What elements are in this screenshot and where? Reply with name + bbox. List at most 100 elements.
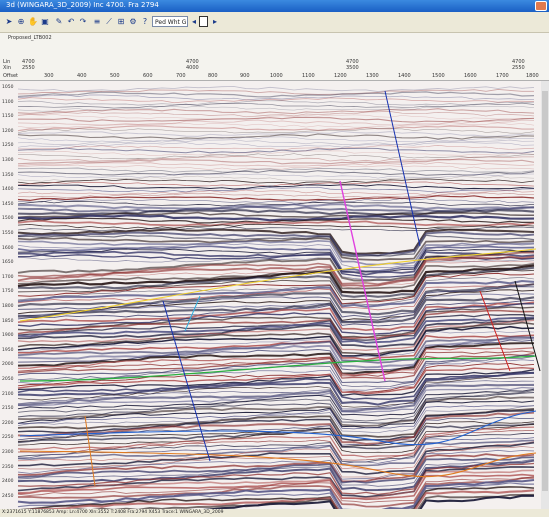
reflector <box>17 139 535 146</box>
seismic-section[interactable]: 1050 1100 1150 1200 1250 1300 1350 1400 1450 1500… <box>0 81 549 509</box>
reflector <box>17 426 535 458</box>
reflector <box>18 116 535 123</box>
reflector <box>17 309 535 340</box>
trace-tick: 1000 <box>270 73 283 79</box>
seismic-canvas[interactable] <box>0 81 541 509</box>
well-label: Proposed_LTB002 <box>8 35 52 41</box>
reflector <box>17 88 534 95</box>
color-arrow-icon[interactable]: ◂ <box>191 17 196 26</box>
interpretation-layer <box>19 90 541 487</box>
reflector <box>17 245 535 273</box>
time-tick: 1150 <box>2 114 14 120</box>
time-tick: 2050 <box>2 377 14 382</box>
reflector <box>17 417 535 446</box>
time-tick: 1700 <box>2 274 14 280</box>
reflector <box>17 136 535 143</box>
reflector <box>17 236 535 261</box>
reflector <box>17 469 535 500</box>
reflector <box>17 441 535 475</box>
reflector <box>17 354 535 384</box>
reflector <box>17 299 535 327</box>
fault-line[interactable] <box>162 300 211 462</box>
reflector <box>17 409 535 442</box>
pointer-icon[interactable]: ➤ <box>5 17 13 26</box>
reflector <box>17 94 534 101</box>
fault-line[interactable] <box>84 415 96 487</box>
trace-tick: 900 <box>240 73 250 79</box>
reflector <box>17 277 535 305</box>
reflector <box>17 231 535 257</box>
reflector <box>17 211 534 219</box>
reflector <box>17 301 535 332</box>
reflector <box>17 342 534 375</box>
hand-icon[interactable]: ✋ <box>28 17 38 26</box>
horizon-icon[interactable]: ≡ <box>93 17 101 26</box>
pick-icon[interactable]: ✎ <box>55 17 63 26</box>
reflector <box>18 334 535 361</box>
reflector <box>17 203 535 210</box>
colormap-select[interactable]: Ped Wht Gray <box>152 16 188 27</box>
horizon-line[interactable] <box>19 410 537 446</box>
top-value: 4700 <box>22 59 35 65</box>
status-bar: X:2371615 Y:11876853 Amp: Ln:4700 Xln:35… <box>0 509 549 517</box>
reflector <box>17 376 535 408</box>
reflector <box>17 86 535 93</box>
reflector <box>17 279 535 308</box>
redo-icon[interactable]: ↷ <box>79 17 87 26</box>
reflector <box>17 105 535 112</box>
fault-line[interactable] <box>384 90 421 247</box>
reflector <box>17 266 535 298</box>
settings-icon[interactable]: ⚙ <box>129 17 137 26</box>
top-value: 2550 <box>512 65 525 71</box>
trace-ruler: Proposed_LTB002 Lin Xin Offset 4700 2550… <box>0 33 549 81</box>
toolbar: ➤ ⊕ ✋ ▣ ✎ ↶ ↷ ≡ ⟋ ⊞ ⚙ ? Ped Wht Gray ◂ ▸ <box>0 12 549 33</box>
reflector <box>17 371 535 400</box>
horizon-line[interactable] <box>19 248 537 322</box>
reflector <box>17 293 535 323</box>
window-title: 3d (WINGARA_3D_2009) Inc 4700. Fra 2794 <box>6 1 159 9</box>
time-tick: 1900 <box>2 333 14 339</box>
fault-line[interactable] <box>339 180 386 382</box>
reflector <box>17 286 535 318</box>
top-value: 4700 <box>512 59 525 65</box>
reflector <box>17 100 535 106</box>
reflector <box>17 250 535 282</box>
reflector <box>17 303 535 335</box>
time-tick: 2100 <box>2 391 14 397</box>
reflector <box>17 473 535 501</box>
reflector <box>202 494 535 509</box>
scroll-thumb[interactable] <box>542 91 548 491</box>
reflector <box>17 122 535 128</box>
reflector <box>17 433 535 463</box>
color-swatch[interactable] <box>199 16 208 27</box>
reflector <box>17 331 535 358</box>
time-tick: 1400 <box>2 187 14 193</box>
fault-line[interactable] <box>184 295 201 332</box>
row-label-lin: Lin <box>3 59 11 65</box>
next-icon[interactable]: ▸ <box>212 17 217 26</box>
reflector <box>17 234 535 258</box>
fault-line[interactable] <box>479 290 511 372</box>
measure-icon[interactable]: ⊞ <box>117 17 125 26</box>
reflector <box>17 147 535 154</box>
fault-icon[interactable]: ⟋ <box>106 17 112 26</box>
zoom-icon[interactable]: ⊕ <box>17 17 25 26</box>
fault-line[interactable] <box>514 280 541 372</box>
help-icon[interactable]: ? <box>142 17 148 26</box>
reflector <box>17 371 535 406</box>
time-tick: 2250 <box>2 435 14 441</box>
close-button[interactable] <box>535 1 547 11</box>
time-tick: 2400 <box>2 479 14 485</box>
undo-icon[interactable]: ↶ <box>67 17 75 26</box>
select-icon[interactable]: ▣ <box>41 17 49 26</box>
reflector <box>17 208 535 216</box>
vertical-scrollbar[interactable] <box>541 81 549 509</box>
horizon-line[interactable] <box>19 355 537 382</box>
reflector <box>17 167 535 173</box>
top-value: 3500 <box>346 65 359 71</box>
reflector <box>17 153 535 160</box>
reflector <box>17 313 535 341</box>
reflector <box>17 390 535 422</box>
reflector <box>17 458 535 487</box>
horizon-line[interactable] <box>19 450 537 478</box>
